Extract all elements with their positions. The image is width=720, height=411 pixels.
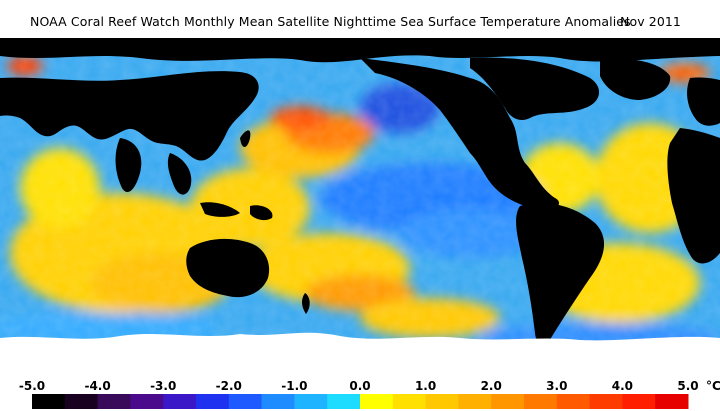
scale-color-bar [360, 394, 394, 409]
scale-color-bar [163, 394, 197, 409]
scale-color-bar [32, 394, 66, 409]
scale-color-bar [589, 394, 623, 409]
scale-tick-label: 5.0 [677, 379, 698, 393]
scale-color-bar [261, 394, 295, 409]
scale-color-bars [32, 394, 689, 409]
scale-tick-label: -2.0 [216, 379, 242, 393]
scale-color-bar [524, 394, 558, 409]
scale-color-bar [491, 394, 525, 409]
scale-color-bar [130, 394, 164, 409]
scale-color-bar [196, 394, 230, 409]
scale-color-bar [294, 394, 328, 409]
scale-tick-label: -3.0 [150, 379, 176, 393]
scale-color-bar [97, 394, 131, 409]
scale-color-bar [392, 394, 427, 409]
land-masses [0, 38, 720, 370]
scale-unit: °C [706, 379, 720, 393]
scale-tick-label: -5.0 [19, 379, 45, 393]
scale-tick-labels: -5.0 -4.0 -3.0 -2.0 -1.0 0.0 1.0 2.0 3.0 4.0 5.0 [19, 379, 699, 393]
scale-color-bar [458, 394, 492, 409]
scale-color-bar [622, 394, 656, 409]
scale-tick-label: 4.0 [612, 379, 633, 393]
map-title: NOAA Coral Reef Watch Monthly Mean Satel… [0, 14, 720, 29]
title-date: Nov 2011 [620, 14, 681, 29]
scale-tick-label: -1.0 [281, 379, 307, 393]
title-text: NOAA Coral Reef Watch Monthly Mean Satel… [30, 14, 631, 29]
scale-color-bar [425, 394, 459, 409]
color-scale: °C -5.0 -4.0 -3.0 -2.0 -1.0 0.0 1.0 2.0 3.0 4.0 5.… [19, 379, 720, 409]
scale-color-bar [228, 394, 263, 409]
scale-tick-label: -4.0 [84, 379, 110, 393]
scale-tick-label: 0.0 [349, 379, 370, 393]
scale-tick-label: 1.0 [415, 379, 436, 393]
sst-anomaly-map [0, 38, 720, 370]
scale-tick-label: 3.0 [546, 379, 567, 393]
scale-color-bar [327, 394, 361, 409]
scale-color-bar [556, 394, 591, 409]
scale-tick-label: 2.0 [481, 379, 502, 393]
scale-color-bar [655, 394, 689, 409]
scale-color-bar [64, 394, 99, 409]
